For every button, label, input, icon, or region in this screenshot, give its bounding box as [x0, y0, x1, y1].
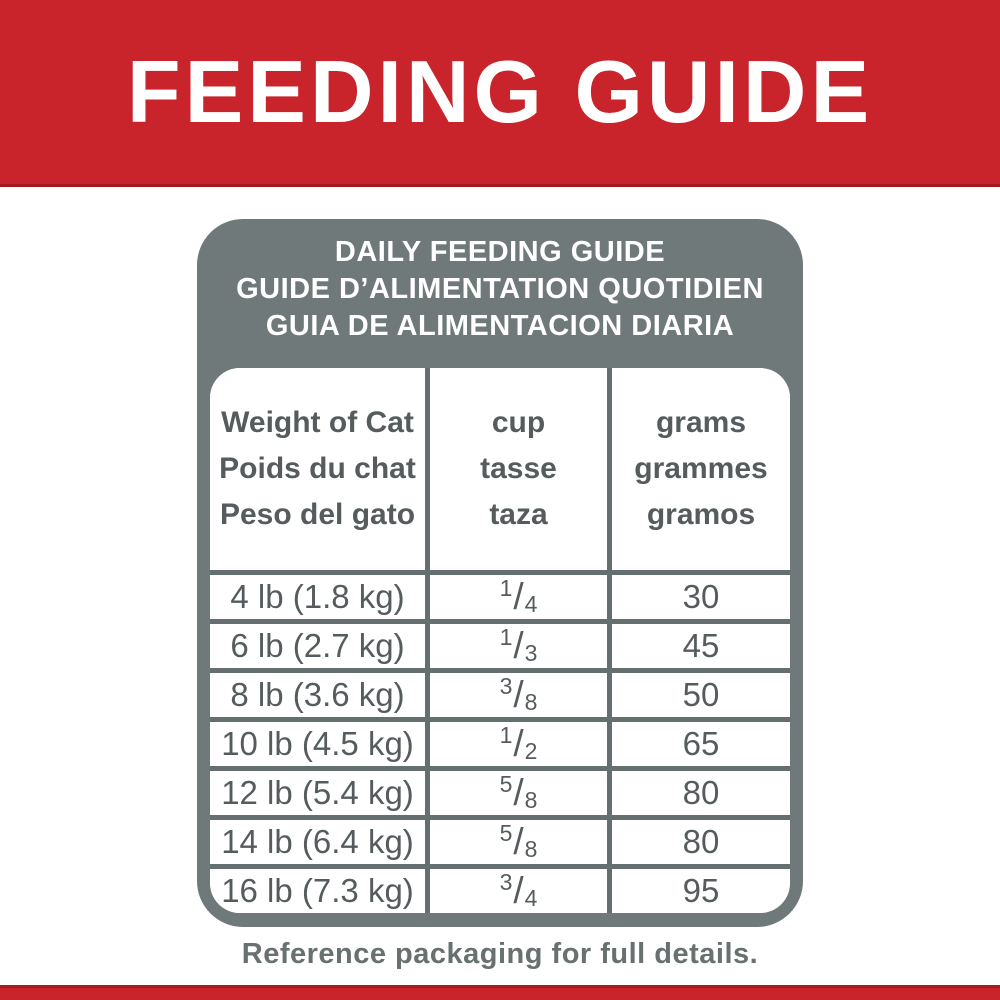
- card-title: DAILY FEEDING GUIDE GUIDE D’ALIMENTATION…: [197, 219, 803, 345]
- grams-cell: 95: [607, 864, 790, 913]
- card-title-en: DAILY FEEDING GUIDE: [334, 236, 666, 268]
- cup-cell: 5/8: [425, 815, 607, 864]
- grams-cell: 80: [607, 815, 790, 864]
- cup-cell: 3/8: [425, 668, 607, 717]
- grams-cell: 30: [607, 570, 790, 619]
- grams-cell: 45: [607, 619, 790, 668]
- grams-cell: 80: [607, 766, 790, 815]
- card-title-es: GUIA DE ALIMENTACION DIARIA: [265, 310, 735, 342]
- weight-cell: 16 lb (7.3 kg): [210, 864, 425, 913]
- feeding-guide-banner: FEEDING GUIDE: [0, 0, 1000, 187]
- feeding-table: Weight of Cat Poids du chat Peso del gat…: [210, 368, 790, 913]
- column-header-cup: cup tasse taza: [425, 368, 607, 570]
- column-header-weight: Weight of Cat Poids du chat Peso del gat…: [210, 368, 425, 570]
- weight-cell: 6 lb (2.7 kg): [210, 619, 425, 668]
- grams-cell: 50: [607, 668, 790, 717]
- grams-cell: 65: [607, 717, 790, 766]
- bottom-accent-bar: [0, 985, 1000, 1000]
- card-title-fr: GUIDE D’ALIMENTATION QUOTIDIEN: [236, 273, 764, 305]
- weight-cell: 10 lb (4.5 kg): [210, 717, 425, 766]
- cup-cell: 3/4: [425, 864, 607, 913]
- weight-cell: 4 lb (1.8 kg): [210, 570, 425, 619]
- weight-cell: 8 lb (3.6 kg): [210, 668, 425, 717]
- column-header-grams: grams grammes gramos: [607, 368, 790, 570]
- cup-cell: 1/4: [425, 570, 607, 619]
- page-title: FEEDING GUIDE: [126, 42, 874, 141]
- cup-cell: 1/2: [425, 717, 607, 766]
- cup-cell: 1/3: [425, 619, 607, 668]
- cup-cell: 5/8: [425, 766, 607, 815]
- weight-cell: 14 lb (6.4 kg): [210, 815, 425, 864]
- daily-feeding-guide-card: DAILY FEEDING GUIDE GUIDE D’ALIMENTATION…: [197, 219, 803, 927]
- weight-cell: 12 lb (5.4 kg): [210, 766, 425, 815]
- footer-note: Reference packaging for full details.: [241, 938, 759, 970]
